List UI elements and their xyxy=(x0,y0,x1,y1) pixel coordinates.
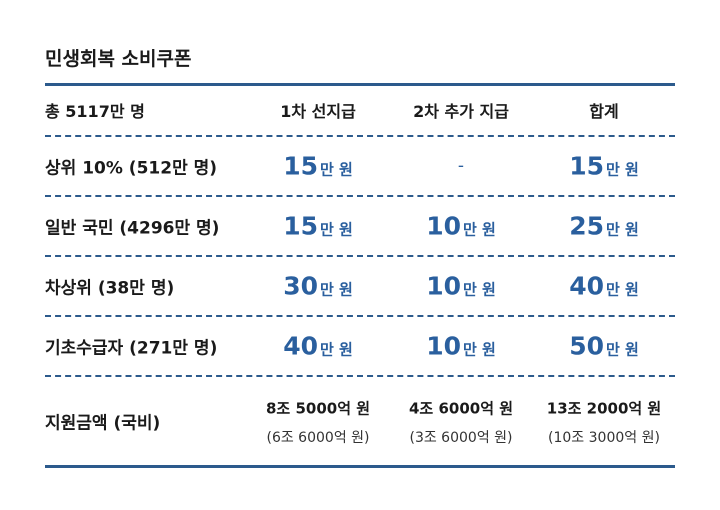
unit: 만 원 xyxy=(605,340,639,359)
header-label: 총 5117만 명 xyxy=(45,102,145,121)
top-rule xyxy=(45,83,675,86)
unit: 만 원 xyxy=(319,280,353,299)
dashed-rule xyxy=(45,255,675,257)
cell: 10 만 원 xyxy=(386,332,536,361)
unit: 만 원 xyxy=(605,160,639,179)
cell: 30 만 원 xyxy=(243,272,393,301)
row-label: 기초수급자 (271만 명) xyxy=(45,338,218,359)
amount: 15 xyxy=(283,211,318,241)
unit: 만 원 xyxy=(462,220,496,239)
amount: 25 xyxy=(569,211,604,241)
cell: 50 만 원 xyxy=(529,332,679,361)
total-label: 지원금액 (국비) xyxy=(45,413,161,434)
unit: 만 원 xyxy=(462,280,496,299)
header-cell: 2차 추가 지급 xyxy=(413,102,509,121)
empty-mark: - xyxy=(457,156,465,176)
cell: 25 만 원 xyxy=(529,212,679,241)
total-sub: (6조 6000억 원) xyxy=(266,430,370,446)
unit: 만 원 xyxy=(319,160,353,179)
amount: 10 xyxy=(426,271,461,301)
dashed-rule xyxy=(45,195,675,197)
cell: 40 만 원 xyxy=(243,332,393,361)
title: 민생회복 소비쿠폰 xyxy=(45,48,192,70)
cell: 10 만 원 xyxy=(386,212,536,241)
total-main: 13조 2000억 원 xyxy=(546,399,662,418)
unit: 만 원 xyxy=(605,280,639,299)
amount: 15 xyxy=(283,151,318,181)
row-label: 상위 10% (512만 명) xyxy=(45,158,218,179)
amount: 40 xyxy=(569,271,604,301)
unit: 만 원 xyxy=(605,220,639,239)
amount: 15 xyxy=(569,151,604,181)
cell: 15 만 원 xyxy=(243,212,393,241)
total-sub: (3조 6000억 원) xyxy=(409,430,513,446)
amount: 50 xyxy=(569,331,604,361)
header-cell: 합계 xyxy=(589,102,619,121)
unit: 만 원 xyxy=(319,340,353,359)
header-cell: 1차 선지급 xyxy=(280,102,356,121)
total-main: 4조 6000억 원 xyxy=(408,399,514,418)
cell: - xyxy=(386,156,536,176)
amount: 40 xyxy=(283,331,318,361)
row-label: 일반 국민 (4296만 명) xyxy=(45,218,220,239)
amount: 10 xyxy=(426,331,461,361)
total-sub: (10조 3000억 원) xyxy=(548,430,660,446)
bottom-rule xyxy=(45,465,675,468)
total-main: 8조 5000억 원 xyxy=(265,399,371,418)
unit: 만 원 xyxy=(462,340,496,359)
dashed-rule xyxy=(45,315,675,317)
cell: 15 만 원 xyxy=(243,152,393,181)
dashed-rule xyxy=(45,135,675,137)
cell: 10 만 원 xyxy=(386,272,536,301)
cell: 15 만 원 xyxy=(529,152,679,181)
cell: 40 만 원 xyxy=(529,272,679,301)
amount: 30 xyxy=(283,271,318,301)
unit: 만 원 xyxy=(319,220,353,239)
dashed-rule xyxy=(45,375,675,377)
amount: 10 xyxy=(426,211,461,241)
row-label: 차상위 (38만 명) xyxy=(45,278,175,299)
